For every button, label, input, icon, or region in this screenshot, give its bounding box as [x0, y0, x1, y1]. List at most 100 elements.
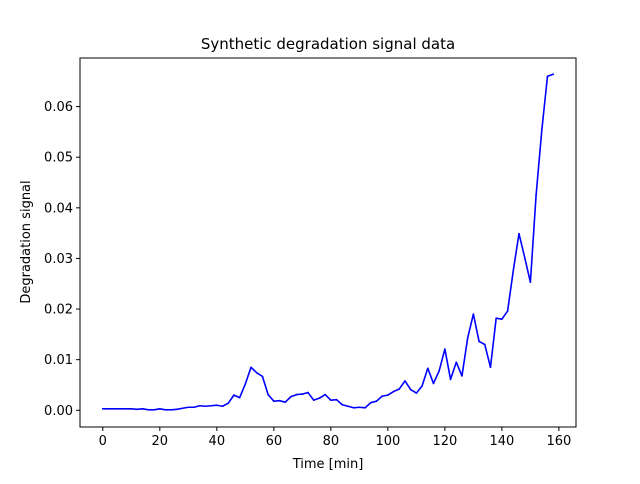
data-point: [198, 404, 201, 407]
data-point: [233, 394, 235, 396]
data-point: [387, 394, 389, 396]
data-point: [312, 399, 315, 401]
data-point: [369, 401, 372, 404]
data-point: [147, 408, 150, 411]
data-point: [113, 407, 116, 410]
data-point: [466, 337, 469, 339]
data-point: [295, 393, 298, 396]
data-point: [301, 393, 304, 395]
data-point: [347, 405, 349, 408]
data-point: [472, 313, 475, 315]
data-point: [335, 398, 338, 401]
y-axis-ticks: 0.00 0.01 0.02 0.03 0.04 0.05 0.06: [44, 100, 80, 419]
data-point: [535, 194, 537, 196]
data-point: [438, 370, 440, 372]
data-point: [204, 405, 207, 408]
x-axis-label: Time [min]: [292, 457, 364, 472]
data-point: [227, 402, 230, 405]
data-point: [290, 395, 292, 398]
data-point: [455, 361, 458, 364]
data-point: [398, 388, 401, 390]
data-point: [461, 375, 463, 377]
data-point: [273, 400, 275, 402]
y-tick-label: 0.03: [44, 252, 73, 267]
data-point: [284, 401, 287, 404]
y-tick-label: 0.01: [44, 353, 73, 368]
plot-area: [80, 58, 576, 427]
data-point: [529, 281, 532, 284]
data-point: [238, 396, 241, 399]
data-point: [523, 256, 526, 259]
data-point: [130, 407, 133, 410]
x-tick-label: 80: [323, 434, 340, 449]
y-tick-label: 0.04: [44, 201, 73, 216]
data-point: [352, 406, 355, 409]
data-point: [421, 385, 423, 387]
data-point: [176, 408, 178, 411]
data-point: [164, 408, 167, 411]
data-point: [216, 404, 218, 407]
data-point: [506, 310, 509, 312]
data-point: [552, 73, 554, 75]
data-point: [136, 408, 138, 411]
data-point: [187, 406, 190, 409]
data-point: [141, 407, 144, 410]
data-point: [392, 390, 395, 393]
data-point: [415, 392, 418, 394]
data-point: [181, 407, 184, 410]
x-tick-label: 60: [266, 434, 283, 449]
data-point: [255, 372, 258, 374]
data-point: [512, 269, 515, 272]
data-point: [518, 232, 520, 235]
series-line: [102, 73, 555, 411]
data-point: [364, 406, 366, 409]
y-axis-label: Degradation signal: [19, 180, 34, 303]
data-point: [267, 393, 269, 396]
axes-frame: [79, 57, 577, 428]
data-point: [170, 408, 173, 411]
x-tick-label: 0: [99, 434, 107, 449]
data-point: [449, 378, 452, 381]
data-point: [244, 383, 247, 385]
x-tick-label: 100: [375, 434, 400, 449]
data-point: [409, 388, 412, 391]
data-point: [324, 393, 326, 396]
data-point: [483, 343, 486, 346]
data-point: [210, 404, 212, 407]
data-point: [318, 397, 321, 399]
x-tick-label: 40: [209, 434, 226, 449]
data-point: [495, 317, 497, 319]
data-point: [261, 375, 264, 378]
data-point: [119, 407, 121, 410]
data-point: [381, 395, 383, 397]
data-point: [250, 366, 252, 369]
data-point: [489, 366, 492, 369]
data-point: [478, 340, 480, 343]
data-point: [404, 380, 406, 382]
data-point: [341, 403, 344, 406]
data-point: [153, 408, 155, 411]
data-point: [278, 399, 281, 402]
y-tick-label: 0.00: [44, 404, 73, 419]
x-axis-ticks: 0 20 40 60 80 100 120 140 160: [99, 427, 571, 449]
data-point: [546, 75, 549, 78]
y-tick-label: 0.06: [44, 100, 73, 115]
x-tick-label: 20: [152, 434, 169, 449]
data-point: [540, 129, 543, 132]
x-tick-label: 140: [489, 434, 514, 449]
series-layer: [102, 73, 555, 411]
data-point: [358, 406, 361, 409]
data-point: [501, 318, 503, 320]
data-point: [221, 405, 224, 408]
data-point: [159, 407, 161, 410]
data-point: [444, 348, 446, 350]
chart-title: Synthetic degradation signal data: [201, 35, 455, 53]
data-point: [124, 407, 127, 410]
data-point: [330, 399, 332, 401]
x-tick-label: 160: [546, 434, 571, 449]
y-tick-label: 0.02: [44, 303, 73, 318]
data-point: [102, 407, 104, 410]
data-point: [193, 406, 195, 409]
